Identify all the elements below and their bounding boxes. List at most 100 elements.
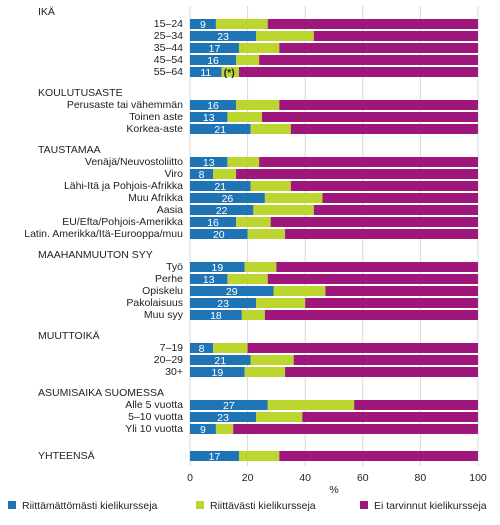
bar-segment (236, 217, 271, 227)
legend-swatch (360, 501, 368, 509)
bar-segment (250, 181, 291, 191)
data-label: 23 (217, 298, 229, 310)
data-label: 19 (212, 262, 224, 274)
category-label: Pakolaisuus (126, 297, 183, 309)
bar-segment (259, 55, 478, 65)
category-label: Perhe (155, 273, 183, 285)
bar-segment (227, 112, 262, 122)
category-label: 35–44 (154, 42, 183, 54)
data-label: 16 (207, 100, 219, 112)
bar-segment (247, 343, 478, 353)
group-title: MUUTTOIKÄ (38, 330, 100, 342)
bar-segment (227, 157, 260, 167)
x-tick-label: 20 (242, 472, 254, 484)
data-label: 11 (200, 67, 211, 79)
category-label: Opiskelu (142, 285, 183, 297)
bar-segment (190, 169, 214, 179)
group-title: ASUMISAIKA SUOMESSA (38, 387, 164, 399)
bar-segment (190, 124, 251, 134)
bar-segment (190, 55, 237, 65)
bar-segment (262, 112, 478, 122)
data-label: 26 (222, 193, 234, 205)
group-title: IKÄ (38, 6, 55, 18)
bar-segment (238, 67, 478, 77)
category-label: Aasia (157, 204, 183, 216)
data-label: 23 (217, 412, 229, 424)
category-label: Venäjä/Neuvostoliitto (85, 156, 183, 168)
bar-segment (273, 286, 326, 296)
bar-segment (236, 169, 478, 179)
x-tick-label: 80 (415, 472, 427, 484)
category-label: 55–64 (154, 66, 183, 78)
category-label: Latin. Amerikka/Itä-Eurooppa/muu (24, 228, 183, 240)
bar-segment (190, 298, 257, 308)
bar-segment (256, 298, 306, 308)
bar-segment (227, 274, 268, 284)
legend-swatch (196, 501, 204, 509)
bar-segment (190, 181, 251, 191)
data-label: 8 (199, 343, 205, 355)
data-label: 16 (207, 217, 219, 229)
legend-swatch (8, 501, 16, 509)
category-label: 25–34 (154, 30, 183, 42)
group-title: KOULUTUSASTE (38, 87, 123, 99)
data-label: 17 (209, 451, 221, 463)
category-label: Viro (165, 168, 184, 180)
data-label: 18 (210, 310, 222, 322)
bar-segment (241, 310, 265, 320)
note-label: (*) (224, 67, 235, 79)
bar-segment (290, 181, 478, 191)
category-label: Perusaste tai vähemmän (67, 99, 183, 111)
bar-segment (285, 367, 478, 377)
bar-segment (267, 19, 478, 29)
data-label: 16 (207, 55, 219, 67)
bar-segment (190, 157, 228, 167)
bar-segment (244, 367, 286, 377)
bar-segment (190, 112, 228, 122)
category-label: 45–54 (154, 54, 183, 66)
category-label: Korkea-aste (126, 123, 183, 135)
bar-segment (190, 205, 254, 215)
bar-segment (190, 229, 248, 239)
data-label: 21 (214, 181, 226, 193)
data-label: 20 (213, 229, 225, 241)
group-title: TAUSTAMAA (38, 144, 101, 156)
bar-segment (290, 124, 478, 134)
data-label: 19 (212, 367, 224, 379)
category-label: Yli 10 vuotta (125, 423, 183, 435)
bar-segment (285, 229, 478, 239)
bar-segment (233, 424, 478, 434)
bar-segment (213, 169, 237, 179)
bar-segment (190, 274, 228, 284)
category-label: 30+ (165, 366, 183, 378)
bar-segment (264, 310, 478, 320)
bar-segment (250, 355, 294, 365)
bar-segment (244, 262, 277, 272)
data-label: 8 (199, 169, 205, 181)
data-label: 21 (214, 355, 226, 367)
x-tick-label: 100 (469, 472, 487, 484)
bar-segment (259, 157, 478, 167)
category-label: EU/Efta/Pohjois-Amerikka (62, 216, 183, 228)
bar-segment (236, 100, 280, 110)
bar-segment (190, 217, 237, 227)
bar-segment (190, 67, 222, 77)
x-tick-label: 40 (299, 472, 311, 484)
bar-segment (215, 19, 268, 29)
bar-segment (190, 367, 245, 377)
bar-segment (354, 400, 478, 410)
category-label: Muu Afrikka (128, 192, 183, 204)
category-label: 20–29 (154, 354, 183, 366)
bar-segment (264, 193, 323, 203)
bar-segment (236, 55, 260, 65)
bar-segment (250, 124, 291, 134)
bar-segment (238, 43, 280, 53)
category-label: Toinen aste (129, 111, 183, 123)
x-axis-label: % (329, 484, 338, 496)
bar-segment (325, 286, 478, 296)
data-label: 17 (209, 43, 221, 55)
bar-segment (276, 262, 478, 272)
bar-segment (190, 310, 242, 320)
bar-segment (238, 451, 280, 461)
